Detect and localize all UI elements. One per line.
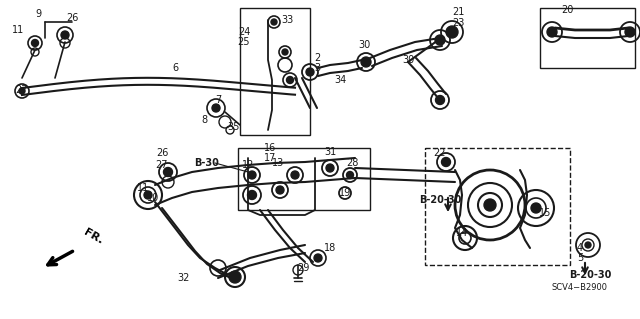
Text: 11: 11 (137, 183, 149, 193)
Circle shape (361, 57, 371, 67)
Circle shape (282, 49, 288, 55)
Text: 25: 25 (237, 37, 250, 47)
Circle shape (229, 271, 241, 283)
Text: 34: 34 (334, 75, 346, 85)
Text: 24: 24 (238, 27, 250, 37)
Text: 12: 12 (242, 160, 254, 170)
Bar (240, 8, 310, 135)
Circle shape (446, 26, 458, 38)
Text: 5: 5 (577, 253, 583, 263)
Text: 3: 3 (314, 63, 320, 73)
Text: 23: 23 (452, 18, 464, 28)
Circle shape (271, 19, 277, 25)
Text: 22: 22 (434, 148, 446, 158)
Text: 18: 18 (324, 243, 336, 253)
Circle shape (326, 164, 334, 172)
Text: B-20-30: B-20-30 (569, 270, 611, 280)
Text: 30: 30 (402, 55, 414, 65)
Text: 2: 2 (314, 53, 320, 63)
Circle shape (625, 27, 635, 37)
Circle shape (291, 171, 299, 179)
Bar (425, 148, 570, 265)
Text: 9: 9 (35, 9, 41, 19)
Circle shape (248, 190, 257, 199)
Text: B-30: B-30 (195, 158, 220, 168)
Text: 27: 27 (16, 85, 28, 95)
Text: 26: 26 (156, 148, 168, 158)
Circle shape (19, 88, 25, 94)
Circle shape (435, 95, 445, 105)
Bar (238, 148, 370, 210)
Text: 17: 17 (264, 153, 276, 163)
Circle shape (287, 77, 294, 84)
Circle shape (484, 199, 496, 211)
Text: 29: 29 (297, 263, 309, 273)
Circle shape (346, 172, 353, 179)
Text: 11: 11 (12, 25, 24, 35)
Circle shape (61, 31, 69, 39)
Circle shape (314, 254, 322, 262)
Circle shape (306, 68, 314, 76)
Circle shape (144, 191, 152, 199)
Text: SCV4−B2900: SCV4−B2900 (552, 284, 608, 293)
Text: 28: 28 (346, 158, 358, 168)
Text: 20: 20 (561, 5, 573, 15)
Circle shape (435, 35, 445, 45)
Text: 19: 19 (339, 188, 351, 198)
Text: 31: 31 (324, 147, 336, 157)
Circle shape (212, 104, 220, 112)
Text: 14: 14 (456, 228, 468, 238)
Text: 4: 4 (577, 243, 583, 253)
Circle shape (248, 171, 256, 179)
Text: 6: 6 (172, 63, 178, 73)
Circle shape (163, 167, 173, 176)
Circle shape (531, 203, 541, 213)
Text: 10: 10 (147, 193, 159, 203)
Circle shape (547, 27, 557, 37)
Circle shape (585, 242, 591, 248)
Circle shape (31, 40, 38, 47)
Text: 8: 8 (201, 115, 207, 125)
Text: 13: 13 (272, 158, 284, 168)
Circle shape (276, 186, 284, 194)
Text: 26: 26 (66, 13, 78, 23)
Bar (540, 8, 635, 68)
Text: 33: 33 (281, 15, 293, 25)
Text: 30: 30 (358, 40, 370, 50)
Text: 21: 21 (452, 7, 464, 17)
Text: 15: 15 (539, 208, 551, 218)
Text: B-20-30: B-20-30 (419, 195, 461, 205)
Text: FR.: FR. (82, 227, 105, 246)
Text: 32: 32 (178, 273, 190, 283)
Circle shape (442, 158, 451, 167)
Text: 27: 27 (155, 160, 167, 170)
Text: 16: 16 (264, 143, 276, 153)
Text: 7: 7 (215, 95, 221, 105)
Text: 35: 35 (227, 122, 239, 132)
